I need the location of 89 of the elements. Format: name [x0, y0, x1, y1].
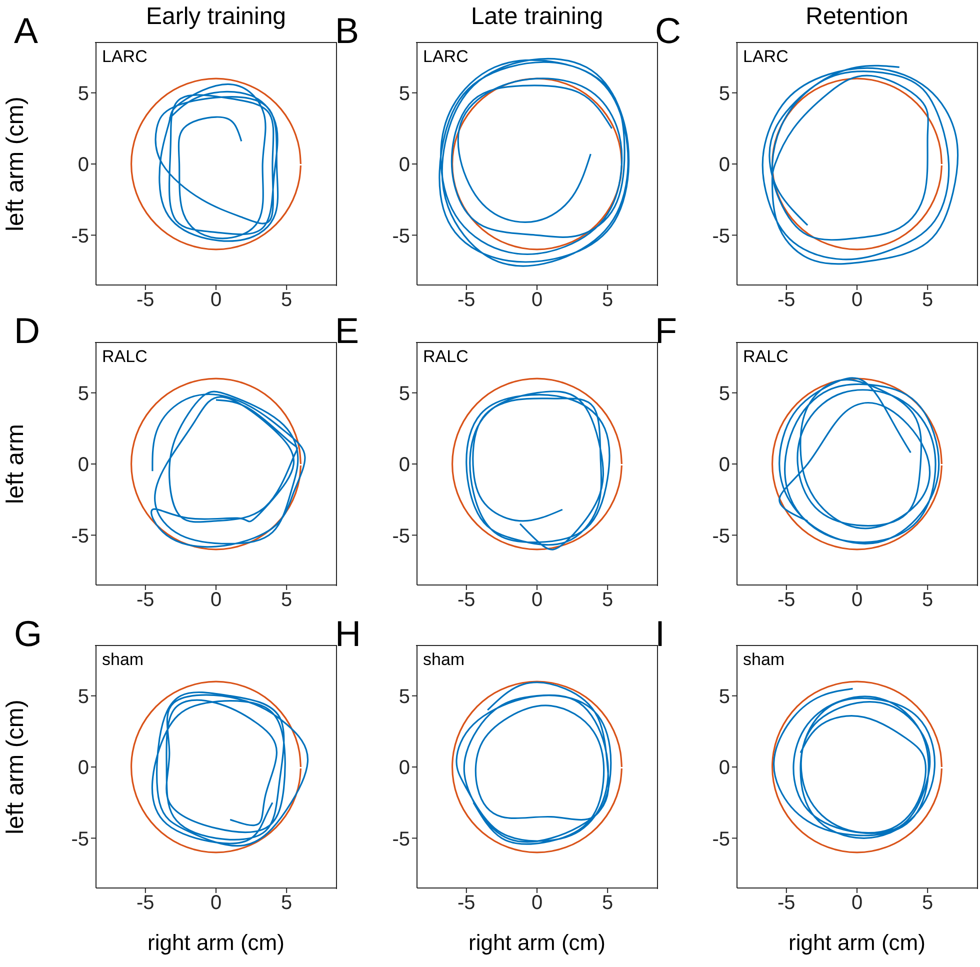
annotation: LARC	[423, 47, 468, 67]
x-tick-label: 0	[210, 589, 222, 612]
annotation: RALC	[743, 347, 788, 367]
y-axis-title: left arm (cm)	[2, 96, 29, 232]
x-tick-label: 5	[602, 892, 614, 914]
y-tick-label: 5	[78, 82, 89, 105]
y-tick-label: 0	[718, 154, 730, 176]
x-tick-label: 5	[922, 289, 934, 312]
x-tick-label: -5	[778, 589, 796, 612]
y-tick-label: 5	[398, 382, 410, 405]
y-tick-label: -5	[712, 828, 730, 850]
x-tick-label: -5	[778, 289, 796, 312]
x-tick-label: 5	[922, 892, 934, 914]
annotation: LARC	[743, 47, 788, 67]
x-tick-label: 5	[602, 589, 614, 612]
annotation: C	[655, 10, 681, 51]
x-axis-title: right arm (cm)	[788, 930, 926, 956]
x-axis-title: right arm (cm)	[146, 930, 286, 956]
y-tick-label: 0	[78, 757, 89, 780]
line-series	[130, 78, 302, 250]
annotation: RALC	[102, 347, 148, 367]
x-tick-label: 0	[531, 589, 543, 612]
y-tick-label: 0	[718, 454, 730, 476]
y-tick-label: 5	[78, 686, 89, 708]
annotation: sham	[102, 650, 144, 670]
y-tick-label: 5	[718, 382, 730, 405]
line-series	[771, 78, 943, 250]
y-tick-label: -5	[392, 225, 410, 248]
y-tick-label: 5	[718, 686, 730, 708]
x-tick-label: 0	[531, 289, 543, 312]
y-tick-label: -5	[392, 525, 410, 548]
y-tick-label: 5	[398, 82, 410, 105]
annotation: I	[655, 613, 666, 654]
x-tick-label: -5	[136, 892, 154, 914]
x-tick-label: 5	[602, 289, 614, 312]
annotation: RALC	[423, 347, 468, 367]
annotation: B	[335, 10, 360, 51]
x-tick-label: -5	[136, 289, 154, 312]
text: G	[14, 613, 42, 654]
x-tick-label: -5	[458, 892, 476, 914]
line-series	[451, 378, 623, 550]
x-tick-label: 5	[281, 289, 292, 312]
x-tick-label: 0	[210, 892, 222, 914]
y-tick-label: 0	[78, 154, 89, 176]
y-tick-label: -5	[71, 525, 89, 548]
x-tick-label: 0	[210, 289, 222, 312]
x-tick-label: 0	[531, 892, 543, 914]
y-axis-title: left arm	[2, 424, 29, 504]
y-tick-label: -5	[71, 225, 89, 248]
y-tick-label: 0	[398, 757, 410, 780]
x-tick-label: -5	[136, 589, 154, 612]
y-axis-title: left arm (cm)	[2, 700, 29, 834]
y-tick-label: 5	[78, 382, 89, 405]
annotation: sham	[423, 650, 465, 670]
text: D	[14, 310, 40, 351]
y-tick-label: 0	[718, 757, 730, 780]
line-series	[451, 78, 623, 250]
line-series	[130, 680, 302, 854]
x-tick-label: 0	[851, 589, 863, 612]
chart-title: Early training	[144, 3, 288, 31]
y-tick-label: 5	[398, 686, 410, 708]
line-series	[773, 688, 936, 839]
annotation: E	[335, 310, 360, 351]
y-tick-label: 0	[398, 154, 410, 176]
x-tick-label: -5	[458, 289, 476, 312]
y-tick-label: -5	[71, 828, 89, 850]
text: A	[14, 10, 38, 51]
annotation: H	[335, 613, 361, 654]
annotation: LARC	[102, 47, 148, 67]
y-tick-label: 0	[78, 454, 89, 476]
y-tick-label: 5	[718, 82, 730, 105]
annotation: sham	[743, 650, 785, 670]
x-tick-label: 0	[851, 289, 863, 312]
chart-title: Retention	[804, 3, 910, 31]
y-tick-label: -5	[712, 525, 730, 548]
y-tick-label: -5	[712, 225, 730, 248]
chart-title: Late training	[470, 3, 604, 30]
x-tick-label: 5	[281, 892, 292, 914]
x-tick-label: 0	[851, 892, 863, 914]
x-tick-label: -5	[778, 892, 796, 914]
y-tick-label: -5	[392, 828, 410, 850]
line-series	[130, 378, 302, 550]
y-tick-label: 0	[398, 454, 410, 476]
x-tick-label: 5	[281, 589, 292, 612]
x-tick-label: -5	[458, 589, 476, 612]
x-tick-label: 5	[922, 589, 934, 612]
x-axis-title: right arm (cm)	[468, 930, 606, 956]
annotation: F	[655, 310, 677, 351]
line-series	[771, 680, 943, 854]
